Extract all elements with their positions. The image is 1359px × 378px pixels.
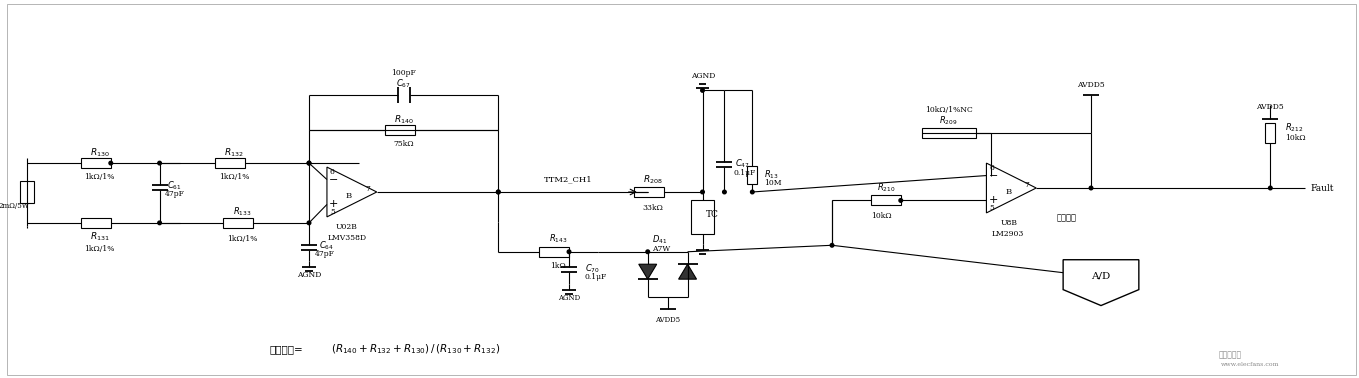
Circle shape xyxy=(496,190,500,194)
Text: 10M: 10M xyxy=(764,179,781,187)
Circle shape xyxy=(1268,186,1272,190)
Text: 5: 5 xyxy=(989,204,995,212)
Bar xyxy=(690,200,715,234)
Circle shape xyxy=(701,88,704,92)
Circle shape xyxy=(307,161,311,165)
Text: AGND: AGND xyxy=(690,73,715,81)
Text: 6: 6 xyxy=(989,164,995,172)
Text: 47pF: 47pF xyxy=(315,250,334,258)
Text: 6: 6 xyxy=(330,168,334,176)
Bar xyxy=(540,247,569,257)
Bar xyxy=(921,128,977,138)
Text: U8B: U8B xyxy=(1000,219,1018,227)
Text: $R_{130}$: $R_{130}$ xyxy=(90,147,110,160)
Text: $R_{132}$: $R_{132}$ xyxy=(224,147,245,160)
Text: AGND: AGND xyxy=(296,271,321,279)
Text: $R_{133}$: $R_{133}$ xyxy=(232,206,251,218)
Text: $(R_{140}+R_{132}+R_{130})\,/\,(R_{130}+R_{132})$: $(R_{140}+R_{132}+R_{130})\,/\,(R_{130}+… xyxy=(332,342,500,356)
Text: −: − xyxy=(989,170,998,181)
Text: $R_{212}$: $R_{212}$ xyxy=(1286,122,1303,135)
Text: $C_{61}$: $C_{61}$ xyxy=(167,180,182,192)
Bar xyxy=(82,218,111,228)
Text: $C_{67}$: $C_{67}$ xyxy=(397,77,410,90)
Text: 0.1μF: 0.1μF xyxy=(734,169,756,177)
Text: $C_{47}$: $C_{47}$ xyxy=(735,158,750,170)
Text: B: B xyxy=(1006,188,1011,196)
Text: $R_{140}$: $R_{140}$ xyxy=(394,113,413,125)
Text: 1kΩ/1%: 1kΩ/1% xyxy=(84,245,116,253)
Bar xyxy=(747,166,757,184)
Text: $R_{131}$: $R_{131}$ xyxy=(90,231,110,243)
Text: AVDD5: AVDD5 xyxy=(655,316,681,324)
Text: $R_{13}$: $R_{13}$ xyxy=(764,169,779,181)
Bar xyxy=(385,125,414,135)
Bar xyxy=(20,181,34,203)
Text: $C_{70}$: $C_{70}$ xyxy=(584,262,599,275)
Text: $R_{143}$: $R_{143}$ xyxy=(549,232,567,245)
Text: 47pF: 47pF xyxy=(164,190,185,198)
Circle shape xyxy=(307,161,311,165)
Text: TC: TC xyxy=(705,211,719,219)
Text: 100pF: 100pF xyxy=(391,70,416,77)
Circle shape xyxy=(830,243,834,247)
Circle shape xyxy=(158,161,162,165)
Circle shape xyxy=(496,190,500,194)
Text: 5: 5 xyxy=(330,208,334,216)
Bar xyxy=(871,195,901,205)
Text: 7: 7 xyxy=(366,185,370,193)
Text: AVDD5: AVDD5 xyxy=(1257,103,1284,111)
Circle shape xyxy=(158,221,162,225)
Text: +: + xyxy=(329,200,338,209)
Text: U02B: U02B xyxy=(336,223,357,231)
Circle shape xyxy=(898,199,902,202)
Circle shape xyxy=(723,190,726,194)
Text: TTM2_CH1: TTM2_CH1 xyxy=(544,175,593,183)
Text: $R_{209}$: $R_{209}$ xyxy=(939,114,958,127)
Text: 7: 7 xyxy=(1025,181,1030,189)
Text: A/D: A/D xyxy=(1091,271,1110,280)
Text: A7W: A7W xyxy=(652,245,670,253)
Text: AGND: AGND xyxy=(559,294,580,302)
Text: 1kΩ/1%: 1kΩ/1% xyxy=(219,173,250,181)
Text: 过流保护: 过流保护 xyxy=(1056,214,1076,222)
Circle shape xyxy=(567,250,571,254)
Circle shape xyxy=(109,161,113,165)
Text: LM2903: LM2903 xyxy=(991,230,1023,238)
Circle shape xyxy=(701,190,704,194)
Text: LMV358D: LMV358D xyxy=(328,234,367,242)
Text: 放大倍数=: 放大倍数= xyxy=(269,344,303,355)
Text: $R_{210}$: $R_{210}$ xyxy=(877,181,896,194)
Text: $R_{208}$: $R_{208}$ xyxy=(643,174,663,186)
Text: 33kΩ: 33kΩ xyxy=(643,204,663,212)
Text: $C_{64}$: $C_{64}$ xyxy=(319,240,334,252)
Text: $D_{41}$: $D_{41}$ xyxy=(652,234,667,246)
Text: 电子发烧友: 电子发烧友 xyxy=(1219,352,1242,359)
Text: −: − xyxy=(329,175,338,184)
Bar xyxy=(633,187,663,197)
Text: AVDD5: AVDD5 xyxy=(1078,81,1105,89)
Polygon shape xyxy=(639,264,656,279)
Bar xyxy=(215,158,245,168)
Text: B: B xyxy=(345,192,352,200)
Circle shape xyxy=(307,221,311,225)
Circle shape xyxy=(1089,186,1093,190)
Text: 10kΩ/1%NC: 10kΩ/1%NC xyxy=(924,106,973,114)
Circle shape xyxy=(750,190,754,194)
Text: Fault: Fault xyxy=(1310,183,1335,192)
Text: www.elecfans.com: www.elecfans.com xyxy=(1222,362,1280,367)
Text: 1kΩ/1%: 1kΩ/1% xyxy=(227,235,257,243)
Text: 1kΩ/1%: 1kΩ/1% xyxy=(84,173,116,181)
Bar xyxy=(82,158,111,168)
Text: 10kΩ: 10kΩ xyxy=(1286,134,1306,142)
Polygon shape xyxy=(678,264,697,279)
Text: 2mΩ/5W: 2mΩ/5W xyxy=(0,202,30,210)
Text: 0.1μF: 0.1μF xyxy=(584,273,607,281)
Text: +: + xyxy=(989,195,998,206)
Text: 75kΩ: 75kΩ xyxy=(393,140,414,148)
Text: 10kΩ: 10kΩ xyxy=(871,212,892,220)
Text: 1kΩ: 1kΩ xyxy=(550,262,565,270)
Circle shape xyxy=(646,250,650,254)
Bar xyxy=(1265,123,1275,143)
Bar xyxy=(223,218,253,228)
